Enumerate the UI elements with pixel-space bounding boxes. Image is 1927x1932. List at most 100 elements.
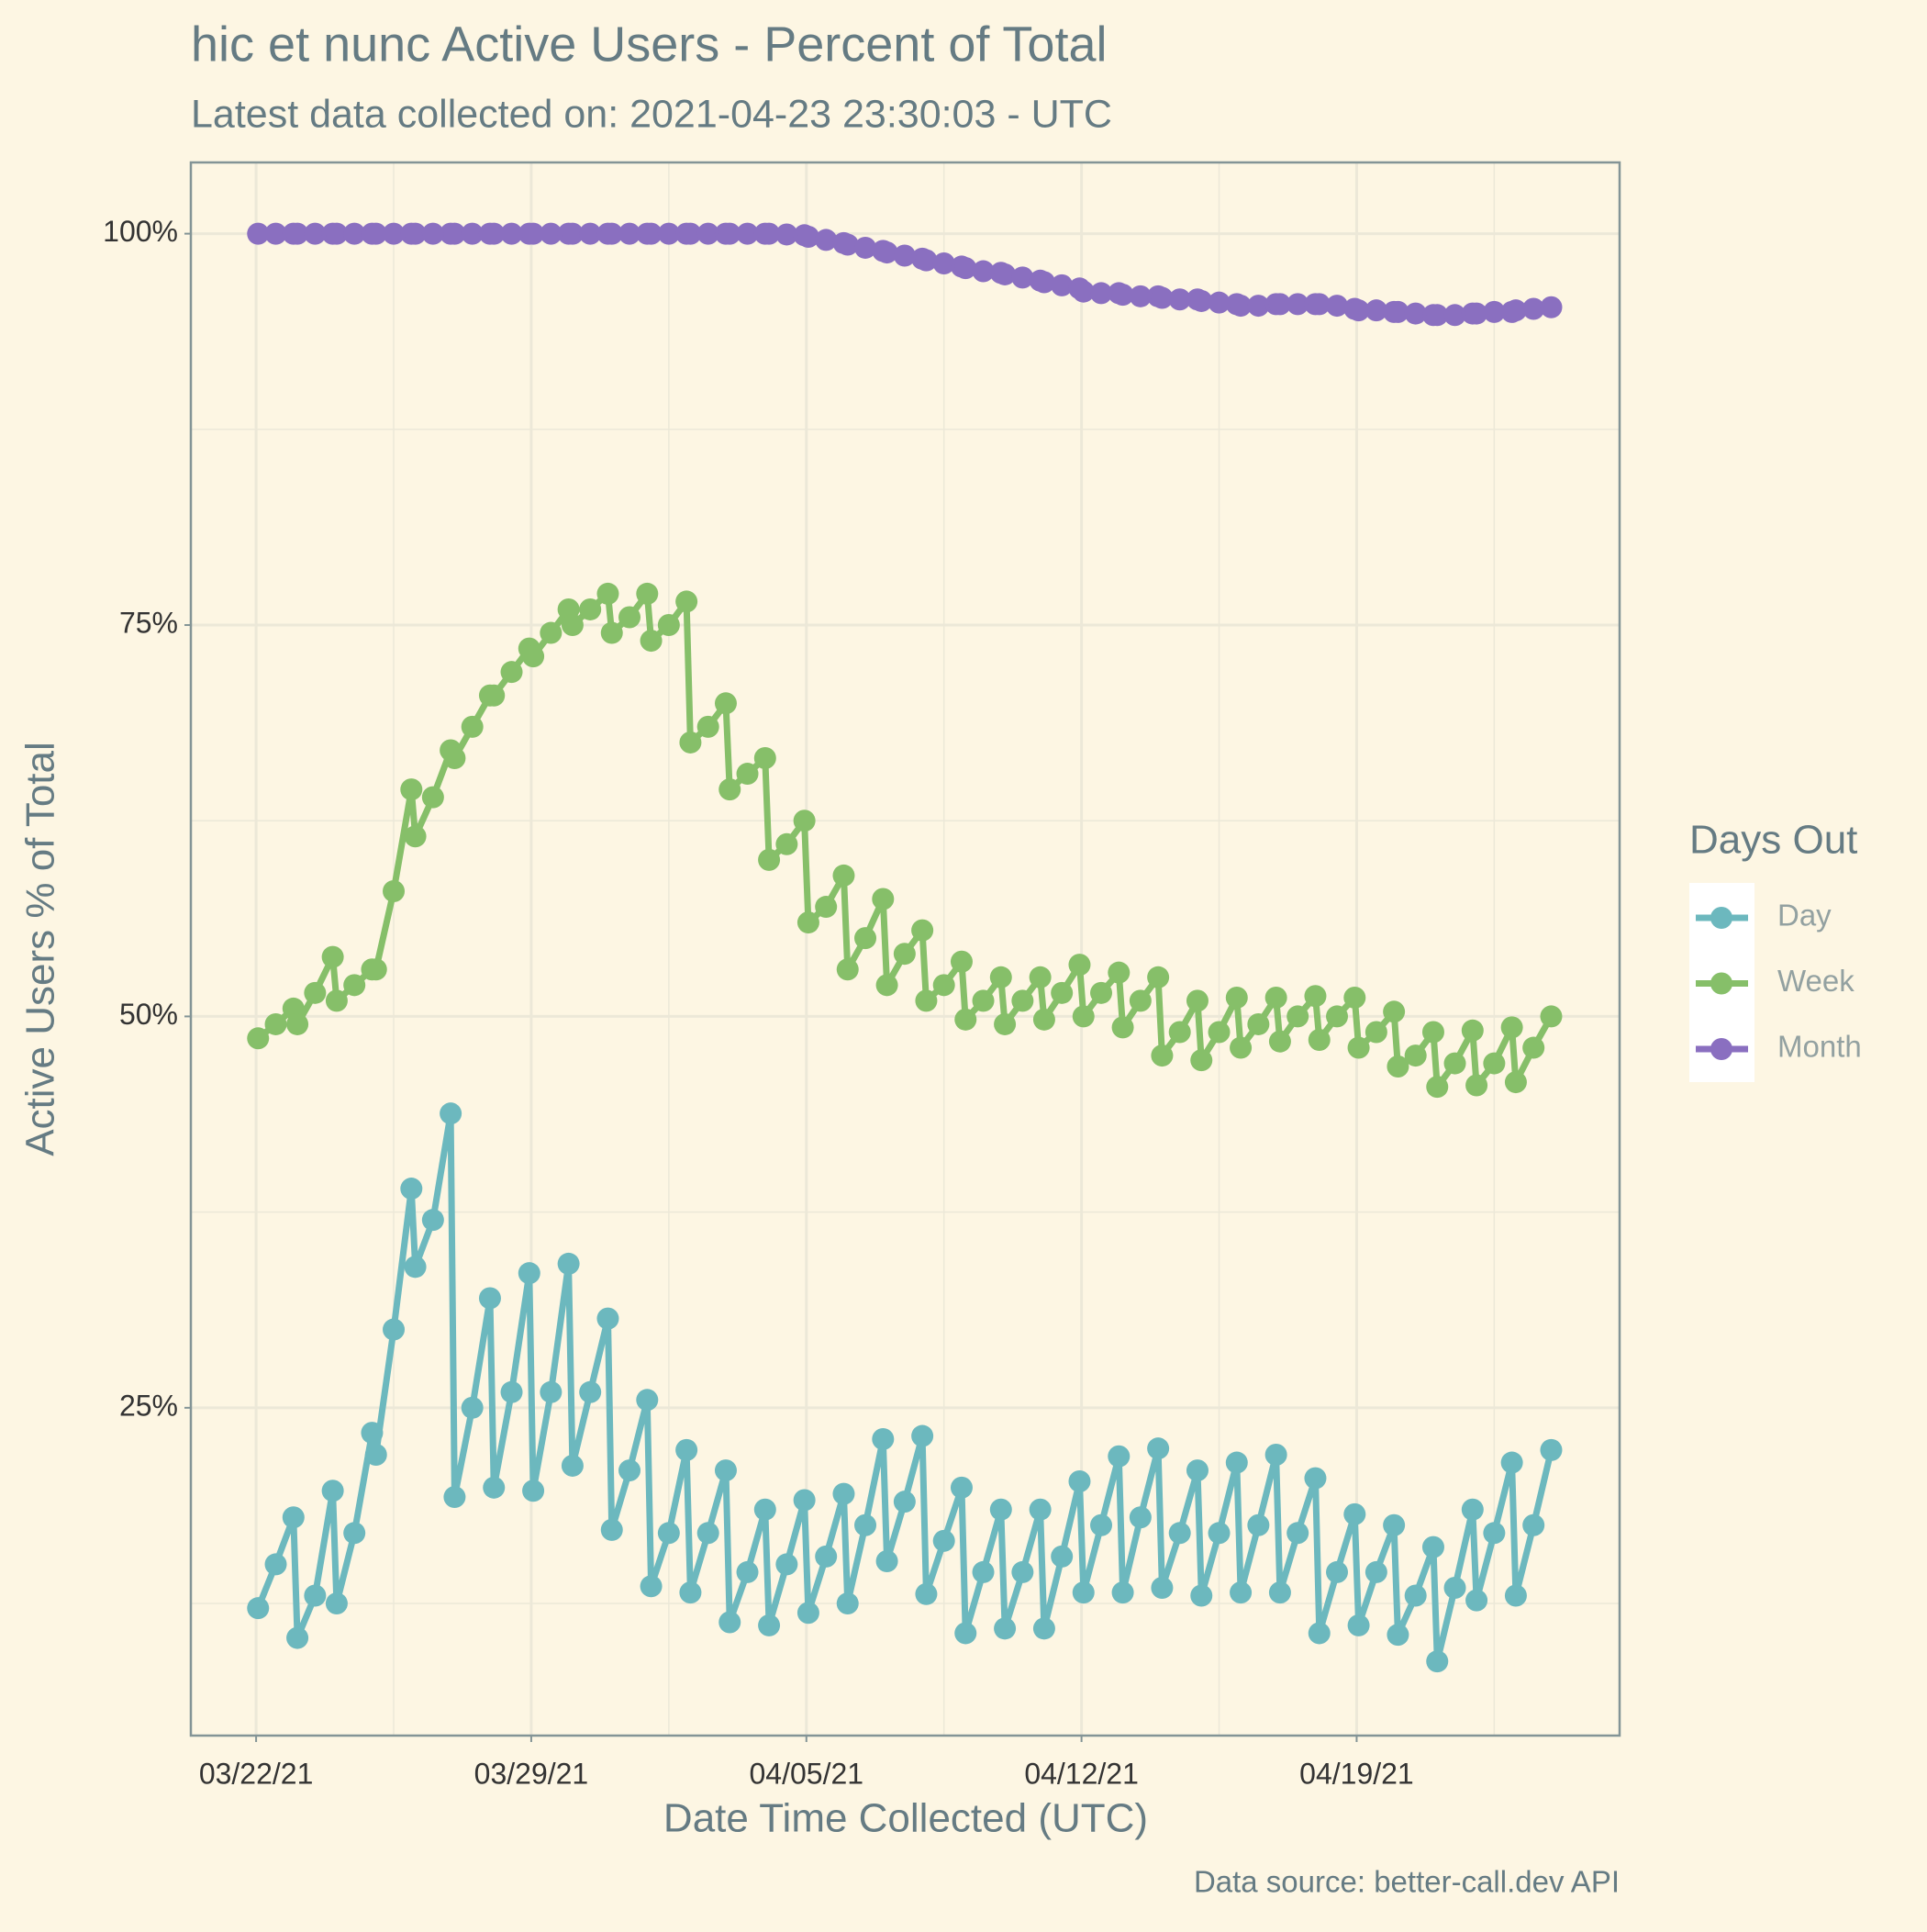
x-tick-label: 04/12/21	[1024, 1757, 1139, 1790]
data-point	[1051, 274, 1074, 296]
data-point	[1326, 1005, 1349, 1028]
data-point	[854, 1513, 877, 1536]
data-point	[1108, 1445, 1131, 1468]
data-point	[247, 222, 270, 245]
data-point	[775, 832, 798, 855]
data-point	[500, 222, 523, 245]
data-point	[500, 661, 523, 684]
data-point	[1287, 293, 1309, 316]
data-point	[561, 1454, 584, 1477]
data-point	[994, 1012, 1017, 1035]
data-point	[815, 1545, 838, 1568]
data-point	[1051, 1545, 1074, 1568]
data-point	[1072, 1005, 1095, 1028]
data-point	[796, 911, 819, 934]
data-point	[1247, 1513, 1270, 1536]
data-point	[1404, 1584, 1427, 1607]
data-point	[383, 1318, 406, 1341]
data-point	[954, 1008, 977, 1031]
data-point	[1347, 299, 1370, 322]
data-point	[1347, 1036, 1370, 1059]
data-point	[540, 621, 563, 644]
data-point	[1387, 1055, 1409, 1078]
data-point	[1483, 1522, 1506, 1545]
data-point	[932, 1529, 955, 1552]
data-point	[600, 1518, 623, 1541]
data-point	[758, 848, 781, 871]
data-point	[1540, 296, 1563, 318]
data-point	[893, 244, 916, 267]
data-point	[872, 1427, 895, 1450]
data-point	[618, 1459, 641, 1482]
data-point	[1421, 1536, 1444, 1558]
data-point	[1308, 1029, 1331, 1052]
data-point	[758, 1614, 781, 1636]
data-point	[1522, 1036, 1545, 1059]
data-point	[1186, 989, 1209, 1012]
data-point	[994, 262, 1017, 285]
data-point	[1151, 1044, 1174, 1067]
data-point	[657, 222, 680, 245]
data-point	[1308, 293, 1331, 316]
data-point	[1072, 1581, 1095, 1604]
data-point	[1011, 989, 1034, 1012]
data-point	[1168, 1021, 1191, 1044]
data-point	[1268, 1581, 1291, 1604]
data-point	[736, 1560, 759, 1583]
data-point	[893, 943, 916, 966]
data-point	[1208, 1021, 1231, 1044]
data-point	[618, 222, 641, 245]
data-point	[1129, 989, 1152, 1012]
data-point	[561, 222, 584, 245]
data-point	[478, 1287, 501, 1310]
data-point	[383, 222, 406, 245]
data-point	[854, 236, 877, 259]
x-tick-label: 03/22/21	[199, 1757, 314, 1790]
data-point	[1190, 1049, 1213, 1072]
data-point	[304, 222, 327, 245]
data-point	[1090, 1513, 1113, 1536]
data-point	[1090, 282, 1113, 305]
data-point	[1011, 266, 1034, 289]
data-point	[440, 1102, 462, 1125]
data-point	[872, 888, 895, 910]
data-point	[1111, 1581, 1134, 1604]
data-point	[321, 1480, 344, 1502]
data-point	[1129, 1506, 1152, 1529]
data-point	[421, 222, 444, 245]
data-point	[325, 1592, 348, 1615]
data-point	[1347, 1614, 1370, 1636]
data-point	[1326, 295, 1349, 318]
data-point	[696, 715, 719, 738]
data-point	[483, 1476, 506, 1499]
data-point	[1443, 304, 1466, 327]
data-point	[1011, 1560, 1034, 1583]
x-tick-label: 04/19/21	[1299, 1757, 1414, 1790]
data-point	[1326, 1560, 1349, 1583]
data-point	[1364, 1021, 1387, 1044]
data-point	[1264, 986, 1287, 1009]
data-point	[1522, 297, 1545, 320]
data-point	[657, 1522, 680, 1545]
data-point	[796, 226, 819, 249]
data-point	[793, 1489, 816, 1512]
y-axis-title: Active Users % of Total	[18, 742, 63, 1156]
data-point	[286, 222, 309, 245]
data-point	[1404, 302, 1427, 325]
data-point	[718, 222, 741, 245]
data-point	[483, 684, 506, 707]
data-point	[596, 1307, 619, 1330]
data-point	[461, 222, 484, 245]
data-point	[443, 746, 466, 769]
data-point	[579, 1380, 602, 1403]
data-point	[557, 1252, 580, 1275]
data-point	[1304, 1467, 1327, 1490]
data-point	[364, 958, 387, 981]
data-point	[1540, 1005, 1563, 1028]
data-point	[950, 1476, 973, 1499]
data-point	[1247, 1012, 1270, 1035]
data-point	[1029, 966, 1052, 988]
data-point	[1465, 1074, 1488, 1097]
data-point	[600, 621, 623, 644]
data-point	[1426, 304, 1449, 327]
